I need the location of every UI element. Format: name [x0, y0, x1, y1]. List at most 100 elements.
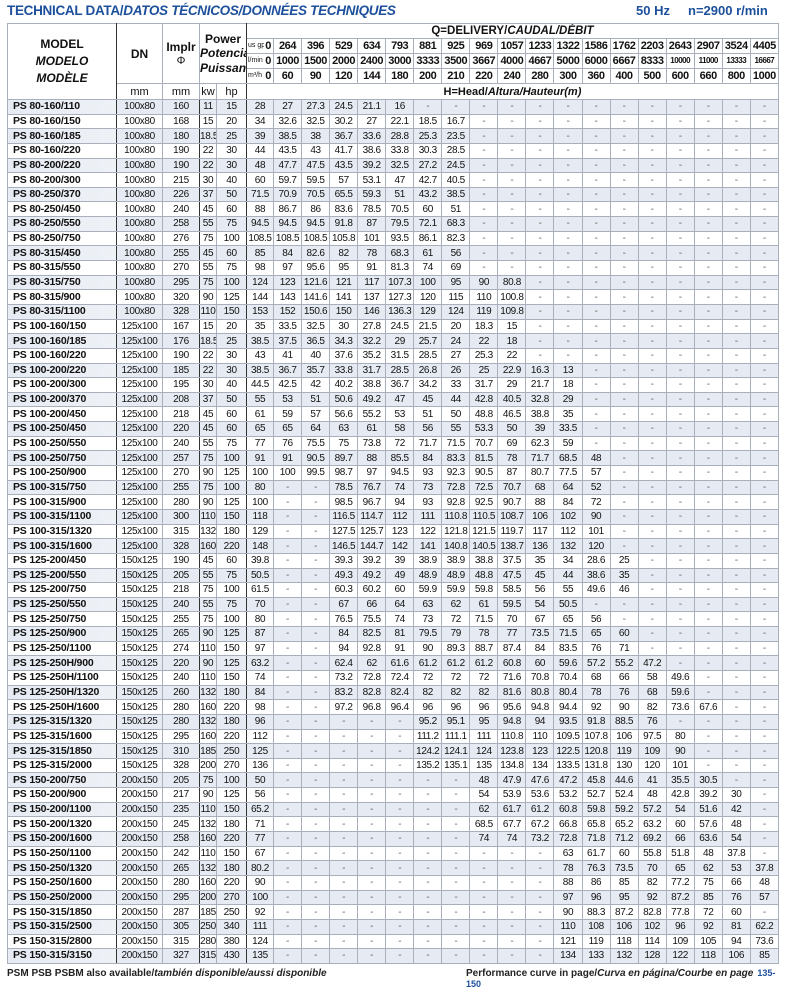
- head-value-cell: 82: [329, 245, 359, 262]
- kw-cell: 55: [199, 567, 217, 584]
- head-value-cell: 18: [497, 333, 527, 349]
- flow-value-m3h: 220: [469, 68, 499, 84]
- head-value-cell: 46: [609, 582, 639, 598]
- table-row: PS 125-200/750 150x125 218 75 100 61.5- -60.3 6…: [7, 582, 779, 598]
- kw-cell: 75: [199, 450, 217, 467]
- flow-value-m3h: 60: [272, 68, 303, 84]
- head-value-cell: 78: [469, 626, 499, 642]
- model-cell: PS 100-160/220: [7, 347, 117, 364]
- head-value-cell: 100: [246, 465, 274, 481]
- head-value-cell: 70.5: [385, 201, 415, 218]
- head-value-cell: 39: [385, 552, 415, 569]
- hp-cell: 75: [216, 596, 247, 613]
- head-value-cell: 82.3: [441, 230, 471, 247]
- head-value-cell: -: [357, 933, 387, 950]
- head-value-cell: 27: [441, 347, 471, 364]
- head-value-cell: 102: [553, 508, 583, 525]
- head-value-cell: 26: [441, 362, 471, 379]
- head-value-cell: -: [749, 845, 779, 862]
- hp-cell: 75: [216, 216, 247, 232]
- head-value-cell: -: [553, 99, 583, 115]
- head-value-cell: -: [637, 640, 667, 657]
- head-value-cell: 68: [525, 479, 555, 496]
- head-value-cell: 43.2: [413, 186, 443, 203]
- model-label-es: MODELO: [35, 54, 89, 68]
- head-value-cell: 79.5: [413, 626, 443, 642]
- head-value-cell: -: [329, 772, 359, 789]
- head-value-cell: -: [665, 230, 695, 247]
- head-value-cell: 56: [581, 611, 611, 628]
- head-value-cell: 124: [246, 274, 274, 291]
- head-value-cell: -: [469, 128, 499, 144]
- head-value-cell: 94.5: [301, 216, 331, 232]
- head-value-cell: -: [301, 948, 331, 964]
- head-value-cell: -: [357, 757, 387, 774]
- head-value-cell: 60: [665, 816, 695, 833]
- head-value-cell: 98: [246, 260, 274, 276]
- head-value-cell: 81: [721, 918, 751, 935]
- implr-cell: 295: [162, 274, 200, 291]
- head-value-cell: -: [357, 801, 387, 818]
- dn-cell: 150x125: [116, 655, 163, 671]
- head-value-cell: 35.7: [301, 362, 331, 379]
- head-value-cell: -: [581, 216, 611, 232]
- head-value-cell: 76: [581, 640, 611, 657]
- table-row: PS 80-200/220 100x80 190 22 30 48 47.7 47.5 43.5…: [7, 157, 779, 174]
- head-value-cell: -: [721, 728, 751, 745]
- head-value-cell: 135: [246, 948, 274, 964]
- head-value-cell: 55: [246, 391, 274, 408]
- curve-pages-link[interactable]: 135-150: [466, 968, 776, 989]
- flow-value-m3h: 660: [693, 68, 723, 84]
- head-value-cell: -: [637, 406, 667, 423]
- table-row: PS 125-250H/1100 150x125 240 110 150 74- -73.2…: [7, 669, 779, 686]
- model-cell: PS 150-250/1320: [7, 860, 117, 876]
- table-row: PS 80-160/110 100x80 160 11 15 28 27 27.3 24.5 21…: [7, 99, 779, 115]
- head-value-cell: 63.6: [693, 831, 723, 847]
- head-value-cell: -: [693, 347, 723, 364]
- head-value-cell: 66.8: [553, 816, 583, 833]
- head-value-cell: 39: [246, 128, 274, 144]
- dn-unit: mm: [116, 83, 163, 100]
- head-value-cell: 137: [357, 289, 387, 305]
- head-value-cell: 62: [441, 596, 471, 613]
- head-value-cell: -: [581, 362, 611, 379]
- head-value-cell: 121: [553, 933, 583, 950]
- head-value-cell: 69: [441, 260, 471, 276]
- head-value-cell: 110.5: [469, 508, 499, 525]
- dn-cell: 200x150: [116, 845, 163, 862]
- head-value-cell: 73: [413, 611, 443, 628]
- head-value-cell: 38.5: [272, 128, 303, 144]
- head-value-cell: -: [721, 567, 751, 584]
- dn-cell: 125x100: [116, 421, 163, 437]
- flow-value-gpm: 2643: [665, 38, 695, 54]
- hp-cell: 100: [216, 611, 247, 628]
- head-value-cell: -: [665, 113, 695, 130]
- head-value-cell: -: [609, 421, 639, 437]
- implr-cell: 280: [162, 494, 200, 510]
- flow-value-m3h: 600: [665, 68, 695, 84]
- head-value-cell: 25.3: [469, 347, 499, 364]
- head-value-cell: 73.8: [357, 435, 387, 452]
- dn-cell: 150x125: [116, 640, 163, 657]
- head-value-cell: -: [272, 699, 303, 715]
- head-value-cell: -: [469, 157, 499, 174]
- table-row: PS 125-250/1100 150x125 274 110 150 97- -94 92.…: [7, 640, 779, 657]
- head-value-cell: 116.5: [329, 508, 359, 525]
- dn-cell: 100x80: [116, 289, 163, 305]
- hp-cell: 75: [216, 260, 247, 276]
- head-value-cell: 60: [609, 626, 639, 642]
- head-value-cell: 71.5: [441, 435, 471, 452]
- implr-cell: 218: [162, 406, 200, 423]
- head-value-cell: 69: [497, 435, 527, 452]
- head-value-cell: -: [665, 450, 695, 467]
- dn-cell: 200x150: [116, 831, 163, 847]
- head-value-cell: 61.6: [385, 655, 415, 671]
- head-value-cell: -: [721, 772, 751, 789]
- head-value-cell: -: [581, 201, 611, 218]
- flow-unit-label-lmin: l/min: [246, 53, 264, 69]
- head-value-cell: 53.6: [525, 787, 555, 803]
- head-value-cell: 129: [246, 523, 274, 540]
- flow-value-gpm: 925: [441, 38, 471, 54]
- implr-cell: 255: [162, 611, 200, 628]
- head-value-cell: 49.2: [357, 391, 387, 408]
